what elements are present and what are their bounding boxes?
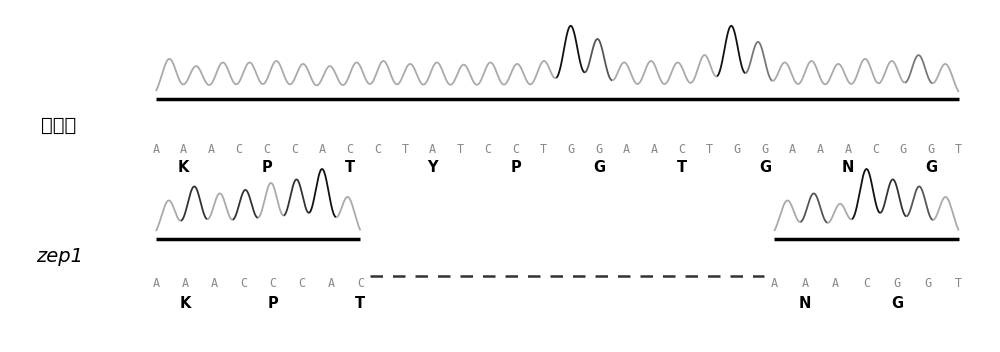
Text: C: C	[291, 143, 298, 156]
Text: C: C	[346, 143, 353, 156]
Text: A: A	[182, 277, 189, 290]
Text: A: A	[180, 143, 187, 156]
Text: A: A	[623, 143, 630, 156]
Text: A: A	[152, 277, 160, 290]
Text: K: K	[179, 296, 191, 312]
Text: A: A	[328, 277, 335, 290]
Text: zep1: zep1	[36, 247, 83, 266]
Text: N: N	[799, 296, 811, 312]
Text: T: T	[355, 296, 365, 312]
Text: A: A	[817, 143, 824, 156]
Text: T: T	[955, 143, 962, 156]
Text: G: G	[924, 277, 932, 290]
Text: G: G	[568, 143, 575, 156]
Text: G: G	[759, 160, 771, 175]
Text: T: T	[955, 277, 962, 290]
Text: C: C	[678, 143, 685, 156]
Text: A: A	[789, 143, 796, 156]
Text: G: G	[595, 143, 602, 156]
Text: G: G	[900, 143, 907, 156]
Text: T: T	[677, 160, 687, 175]
Text: G: G	[894, 277, 901, 290]
Text: A: A	[651, 143, 658, 156]
Text: C: C	[240, 277, 247, 290]
Text: N: N	[842, 160, 854, 175]
Text: C: C	[512, 143, 519, 156]
Text: G: G	[925, 160, 937, 175]
Text: P: P	[267, 296, 278, 312]
Text: C: C	[485, 143, 492, 156]
Text: 野生型: 野生型	[41, 116, 77, 135]
Text: A: A	[844, 143, 852, 156]
Text: A: A	[832, 277, 839, 290]
Text: A: A	[208, 143, 215, 156]
Text: A: A	[771, 277, 778, 290]
Text: C: C	[863, 277, 870, 290]
Text: T: T	[706, 143, 713, 156]
Text: G: G	[593, 160, 605, 175]
Text: A: A	[152, 143, 160, 156]
Text: C: C	[872, 143, 879, 156]
Text: C: C	[374, 143, 381, 156]
Text: C: C	[269, 277, 276, 290]
Text: C: C	[298, 277, 306, 290]
Text: P: P	[261, 160, 272, 175]
Text: C: C	[357, 277, 364, 290]
Text: T: T	[540, 143, 547, 156]
Text: K: K	[178, 160, 189, 175]
Text: A: A	[801, 277, 809, 290]
Text: Y: Y	[428, 160, 438, 175]
Text: P: P	[510, 160, 521, 175]
Text: G: G	[927, 143, 935, 156]
Text: G: G	[761, 143, 769, 156]
Text: A: A	[318, 143, 326, 156]
Text: T: T	[457, 143, 464, 156]
Text: T: T	[345, 160, 355, 175]
Text: A: A	[211, 277, 218, 290]
Text: C: C	[235, 143, 243, 156]
Text: G: G	[891, 296, 903, 312]
Text: G: G	[734, 143, 741, 156]
Text: A: A	[429, 143, 436, 156]
Text: T: T	[402, 143, 409, 156]
Text: C: C	[263, 143, 270, 156]
